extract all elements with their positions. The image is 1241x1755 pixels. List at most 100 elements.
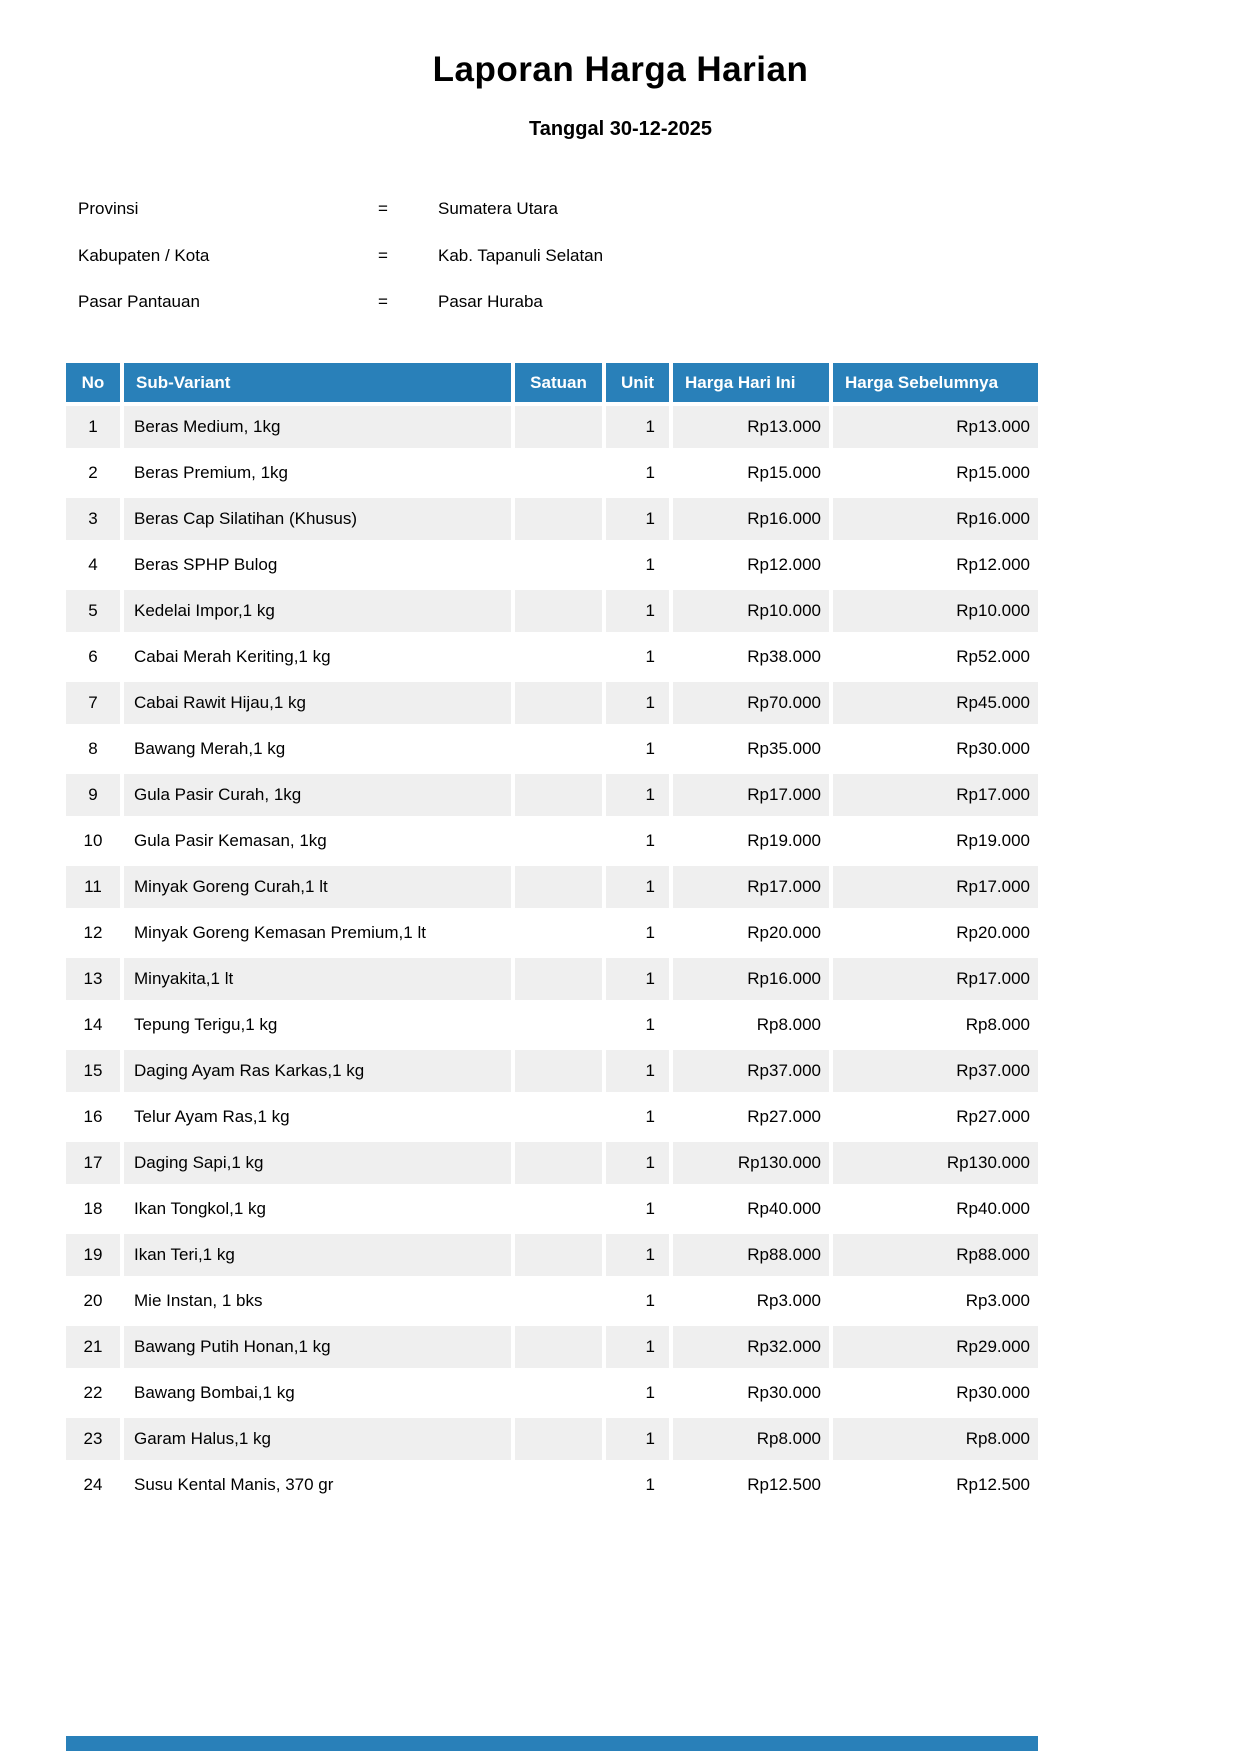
cell-harga-sebelumnya: Rp17.000 bbox=[833, 774, 1038, 816]
table-row: 1 Beras Medium, 1kg 1 Rp13.000 Rp13.000 bbox=[66, 406, 1038, 448]
cell-sub-variant: Daging Ayam Ras Karkas,1 kg bbox=[124, 1050, 511, 1092]
cell-satuan bbox=[515, 1372, 602, 1414]
cell-no: 13 bbox=[66, 958, 120, 1000]
cell-sub-variant: Bawang Bombai,1 kg bbox=[124, 1372, 511, 1414]
cell-unit: 1 bbox=[606, 1050, 669, 1092]
cell-harga-hari-ini: Rp15.000 bbox=[673, 452, 829, 494]
table-row: 17 Daging Sapi,1 kg 1 Rp130.000 Rp130.000 bbox=[66, 1142, 1038, 1184]
cell-sub-variant: Gula Pasir Kemasan, 1kg bbox=[124, 820, 511, 862]
cell-harga-sebelumnya: Rp17.000 bbox=[833, 958, 1038, 1000]
cell-unit: 1 bbox=[606, 590, 669, 632]
cell-no: 19 bbox=[66, 1234, 120, 1276]
cell-harga-hari-ini: Rp3.000 bbox=[673, 1280, 829, 1322]
cell-satuan bbox=[515, 544, 602, 586]
cell-unit: 1 bbox=[606, 1280, 669, 1322]
cell-satuan bbox=[515, 1234, 602, 1276]
cell-no: 21 bbox=[66, 1326, 120, 1368]
meta-row-pasar-pantauan: Pasar Pantauan = Pasar Huraba bbox=[78, 292, 978, 314]
cell-harga-hari-ini: Rp10.000 bbox=[673, 590, 829, 632]
cell-satuan bbox=[515, 958, 602, 1000]
cell-no: 24 bbox=[66, 1464, 120, 1506]
meta-value: Pasar Huraba bbox=[438, 292, 543, 311]
cell-sub-variant: Mie Instan, 1 bks bbox=[124, 1280, 511, 1322]
table-row: 18 Ikan Tongkol,1 kg 1 Rp40.000 Rp40.000 bbox=[66, 1188, 1038, 1230]
cell-harga-sebelumnya: Rp37.000 bbox=[833, 1050, 1038, 1092]
cell-sub-variant: Cabai Merah Keriting,1 kg bbox=[124, 636, 511, 678]
table-row: 10 Gula Pasir Kemasan, 1kg 1 Rp19.000 Rp19.0… bbox=[66, 820, 1038, 862]
cell-harga-hari-ini: Rp30.000 bbox=[673, 1372, 829, 1414]
table-row: 24 Susu Kental Manis, 370 gr 1 Rp12.500 Rp12… bbox=[66, 1464, 1038, 1506]
cell-unit: 1 bbox=[606, 544, 669, 586]
cell-no: 9 bbox=[66, 774, 120, 816]
cell-harga-hari-ini: Rp17.000 bbox=[673, 774, 829, 816]
cell-sub-variant: Beras SPHP Bulog bbox=[124, 544, 511, 586]
cell-no: 23 bbox=[66, 1418, 120, 1460]
table-row: 8 Bawang Merah,1 kg 1 Rp35.000 Rp30.000 bbox=[66, 728, 1038, 770]
table-row: 14 Tepung Terigu,1 kg 1 Rp8.000 Rp8.000 bbox=[66, 1004, 1038, 1046]
cell-unit: 1 bbox=[606, 774, 669, 816]
cell-no: 2 bbox=[66, 452, 120, 494]
cell-no: 16 bbox=[66, 1096, 120, 1138]
report-date: Tanggal 30-12-2025 bbox=[528, 118, 713, 140]
cell-no: 17 bbox=[66, 1142, 120, 1184]
column-header-unit: Unit bbox=[606, 363, 669, 402]
cell-harga-sebelumnya: Rp30.000 bbox=[833, 728, 1038, 770]
table-row: 21 Bawang Putih Honan,1 kg 1 Rp32.000 Rp29.0… bbox=[66, 1326, 1038, 1368]
cell-harga-sebelumnya: Rp30.000 bbox=[833, 1372, 1038, 1414]
cell-satuan bbox=[515, 452, 602, 494]
cell-harga-hari-ini: Rp17.000 bbox=[673, 866, 829, 908]
cell-sub-variant: Kedelai Impor,1 kg bbox=[124, 590, 511, 632]
cell-harga-sebelumnya: Rp15.000 bbox=[833, 452, 1038, 494]
column-header-harga-sebelumnya: Harga Sebelumnya bbox=[833, 363, 1038, 402]
cell-no: 3 bbox=[66, 498, 120, 540]
cell-no: 20 bbox=[66, 1280, 120, 1322]
table-header-row: No Sub-Variant Satuan Unit Harga Hari In… bbox=[66, 363, 1038, 402]
cell-satuan bbox=[515, 682, 602, 724]
cell-harga-hari-ini: Rp40.000 bbox=[673, 1188, 829, 1230]
cell-harga-sebelumnya: Rp8.000 bbox=[833, 1004, 1038, 1046]
cell-satuan bbox=[515, 636, 602, 678]
table-row: 9 Gula Pasir Curah, 1kg 1 Rp17.000 Rp17.000 bbox=[66, 774, 1038, 816]
cell-harga-hari-ini: Rp130.000 bbox=[673, 1142, 829, 1184]
table-row: 13 Minyakita,1 lt 1 Rp16.000 Rp17.000 bbox=[66, 958, 1038, 1000]
cell-harga-sebelumnya: Rp45.000 bbox=[833, 682, 1038, 724]
cell-no: 7 bbox=[66, 682, 120, 724]
cell-harga-hari-ini: Rp27.000 bbox=[673, 1096, 829, 1138]
cell-satuan bbox=[515, 590, 602, 632]
cell-no: 4 bbox=[66, 544, 120, 586]
table-row: 4 Beras SPHP Bulog 1 Rp12.000 Rp12.000 bbox=[66, 544, 1038, 586]
cell-unit: 1 bbox=[606, 406, 669, 448]
cell-unit: 1 bbox=[606, 1188, 669, 1230]
table-row: 22 Bawang Bombai,1 kg 1 Rp30.000 Rp30.000 bbox=[66, 1372, 1038, 1414]
cell-satuan bbox=[515, 1142, 602, 1184]
cell-satuan bbox=[515, 1188, 602, 1230]
cell-unit: 1 bbox=[606, 1004, 669, 1046]
cell-harga-sebelumnya: Rp130.000 bbox=[833, 1142, 1038, 1184]
equals-sign: = bbox=[378, 199, 388, 218]
cell-harga-sebelumnya: Rp40.000 bbox=[833, 1188, 1038, 1230]
table-row: 16 Telur Ayam Ras,1 kg 1 Rp27.000 Rp27.000 bbox=[66, 1096, 1038, 1138]
cell-no: 14 bbox=[66, 1004, 120, 1046]
cell-harga-hari-ini: Rp38.000 bbox=[673, 636, 829, 678]
meta-label: Kabupaten / Kota bbox=[78, 246, 210, 265]
cell-harga-hari-ini: Rp16.000 bbox=[673, 958, 829, 1000]
cell-no: 1 bbox=[66, 406, 120, 448]
column-header-satuan: Satuan bbox=[515, 363, 602, 402]
cell-harga-hari-ini: Rp13.000 bbox=[673, 406, 829, 448]
cell-no: 18 bbox=[66, 1188, 120, 1230]
cell-unit: 1 bbox=[606, 452, 669, 494]
table-row: 5 Kedelai Impor,1 kg 1 Rp10.000 Rp10.000 bbox=[66, 590, 1038, 632]
meta-value: Kab. Tapanuli Selatan bbox=[438, 246, 604, 265]
cell-no: 8 bbox=[66, 728, 120, 770]
price-table: No Sub-Variant Satuan Unit Harga Hari In… bbox=[62, 359, 1042, 1510]
cell-harga-sebelumnya: Rp8.000 bbox=[833, 1418, 1038, 1460]
cell-harga-hari-ini: Rp35.000 bbox=[673, 728, 829, 770]
cell-satuan bbox=[515, 406, 602, 448]
cell-no: 10 bbox=[66, 820, 120, 862]
cell-harga-sebelumnya: Rp29.000 bbox=[833, 1326, 1038, 1368]
cell-sub-variant: Minyakita,1 lt bbox=[124, 958, 511, 1000]
table-row: 3 Beras Cap Silatihan (Khusus) 1 Rp16.000 Rp… bbox=[66, 498, 1038, 540]
cell-satuan bbox=[515, 866, 602, 908]
cell-harga-sebelumnya: Rp88.000 bbox=[833, 1234, 1038, 1276]
cell-no: 6 bbox=[66, 636, 120, 678]
